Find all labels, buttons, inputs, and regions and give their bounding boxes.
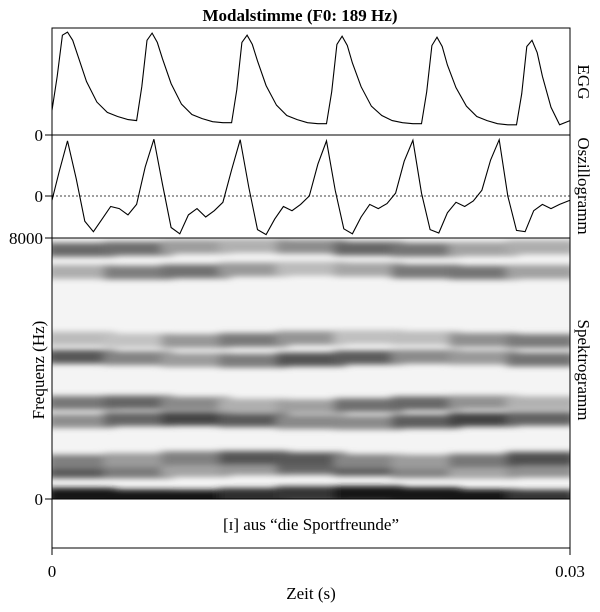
- spec-band-segment: [448, 395, 519, 410]
- spec-band-segment: [161, 264, 231, 279]
- spec-band-segment: [391, 349, 461, 364]
- spec-band-segment: [333, 454, 404, 469]
- spec-band-segment: [448, 333, 519, 347]
- spec-band-segment: [103, 412, 174, 427]
- spec-band-segment: [161, 334, 231, 349]
- spec-band-segment: [161, 462, 231, 477]
- spec-band-segment: [52, 454, 116, 469]
- osz-series-line: [51, 137, 571, 236]
- spec-band-segment: [52, 242, 116, 257]
- spec-band-segment: [448, 265, 519, 280]
- spec-band-segment: [276, 415, 346, 429]
- spec-band-segment: [506, 240, 570, 255]
- spec-band-segment: [333, 485, 404, 499]
- spec-band-segment: [218, 413, 289, 428]
- spec-band-segment: [506, 489, 570, 499]
- spec-band-segment: [218, 238, 289, 253]
- spec-band-segment: [52, 414, 116, 428]
- x-tick-label-0: 0: [48, 562, 57, 581]
- spec-band-segment: [161, 451, 231, 466]
- spec-band-segment: [276, 239, 346, 254]
- spec-band-segment: [103, 453, 174, 468]
- spec-band-segment: [52, 331, 116, 346]
- spec-band-segment: [448, 464, 519, 479]
- spec-top-tick-label: 8000: [9, 229, 43, 248]
- spec-band-segment: [161, 353, 231, 367]
- spec-band-segment: [161, 396, 231, 411]
- spec-band-segment: [391, 331, 461, 346]
- spec-band-segment: [52, 349, 116, 364]
- spec-band-segment: [448, 242, 519, 257]
- spec-band-segment: [276, 452, 346, 467]
- x-tick-label-1: 0.03: [555, 562, 585, 581]
- spec-band-segment: [276, 331, 346, 345]
- spec-band-segment: [52, 395, 116, 410]
- spec-band-segment: [103, 241, 174, 256]
- spectrogram-image: [52, 238, 570, 499]
- osz-panel-label: Oszillogramm: [574, 137, 593, 234]
- spec-band-segment: [103, 395, 174, 410]
- spec-band-segment: [506, 451, 570, 466]
- spec-band-segment: [218, 262, 289, 277]
- spec-band-segment: [103, 265, 174, 280]
- spec-band-segment: [52, 264, 116, 279]
- spec-band-segment: [103, 464, 174, 479]
- spec-band-segment: [506, 396, 570, 411]
- egg-panel-frame: [51, 27, 571, 136]
- spec-zero-tick-label: 0: [35, 490, 44, 509]
- chart-title: Modalstimme (F0: 189 Hz): [203, 6, 398, 25]
- egg-panel-label: EGG: [574, 65, 593, 100]
- spec-band-segment: [333, 415, 404, 430]
- spec-panel-label: Spektrogramm: [574, 319, 593, 420]
- segment-annotation: [ɪ] aus “die Sportfreunde”: [223, 515, 399, 534]
- spec-band-segment: [333, 398, 404, 413]
- spec-band-segment: [506, 264, 570, 279]
- spec-band-segment: [218, 488, 289, 499]
- spec-band-segment: [391, 454, 461, 469]
- spec-band-segment: [276, 261, 346, 276]
- spec-band-segment: [333, 330, 404, 345]
- spec-band-segment: [103, 489, 174, 499]
- spec-band-segment: [391, 264, 461, 279]
- spec-band-segment: [391, 242, 461, 257]
- spec-band-segment: [161, 489, 231, 499]
- spec-band-segment: [506, 352, 570, 367]
- egg-series-line: [51, 31, 571, 126]
- egg-zero-tick-label: 0: [35, 126, 44, 145]
- osz-panel-frame: [51, 134, 571, 239]
- spec-band-segment: [276, 352, 346, 367]
- spec-band-segment: [218, 353, 289, 368]
- y-axis-label: Frequenz (Hz): [29, 321, 48, 420]
- spec-band-segment: [448, 453, 519, 468]
- spec-band-segment: [506, 463, 570, 478]
- spec-band-segment: [506, 411, 570, 426]
- spec-band-segment: [218, 450, 289, 465]
- spec-band-segment: [391, 396, 461, 411]
- spec-band-segment: [448, 489, 519, 499]
- spec-band-segment: [103, 333, 174, 348]
- spec-band-segment: [391, 487, 461, 499]
- spec-band-segment: [103, 351, 174, 366]
- spec-band-segment: [333, 241, 404, 256]
- spec-band-segment: [276, 486, 346, 499]
- osz-zero-tick-label: 0: [35, 187, 44, 206]
- spec-band-segment: [218, 398, 289, 413]
- spec-band-segment: [52, 487, 116, 499]
- spec-band-segment: [333, 350, 404, 365]
- spec-band-segment: [161, 411, 231, 426]
- spec-band-segment: [161, 239, 231, 254]
- spec-band-segment: [333, 262, 404, 277]
- annotation-panel-frame: [51, 498, 571, 549]
- spec-band-segment: [448, 350, 519, 365]
- x-axis-label: Zeit (s): [286, 584, 336, 603]
- spec-band-segment: [391, 414, 461, 429]
- spec-band-segment: [506, 334, 570, 349]
- spec-band-segment: [448, 412, 519, 427]
- spec-band-segment: [276, 399, 346, 414]
- spec-band-segment: [218, 333, 289, 347]
